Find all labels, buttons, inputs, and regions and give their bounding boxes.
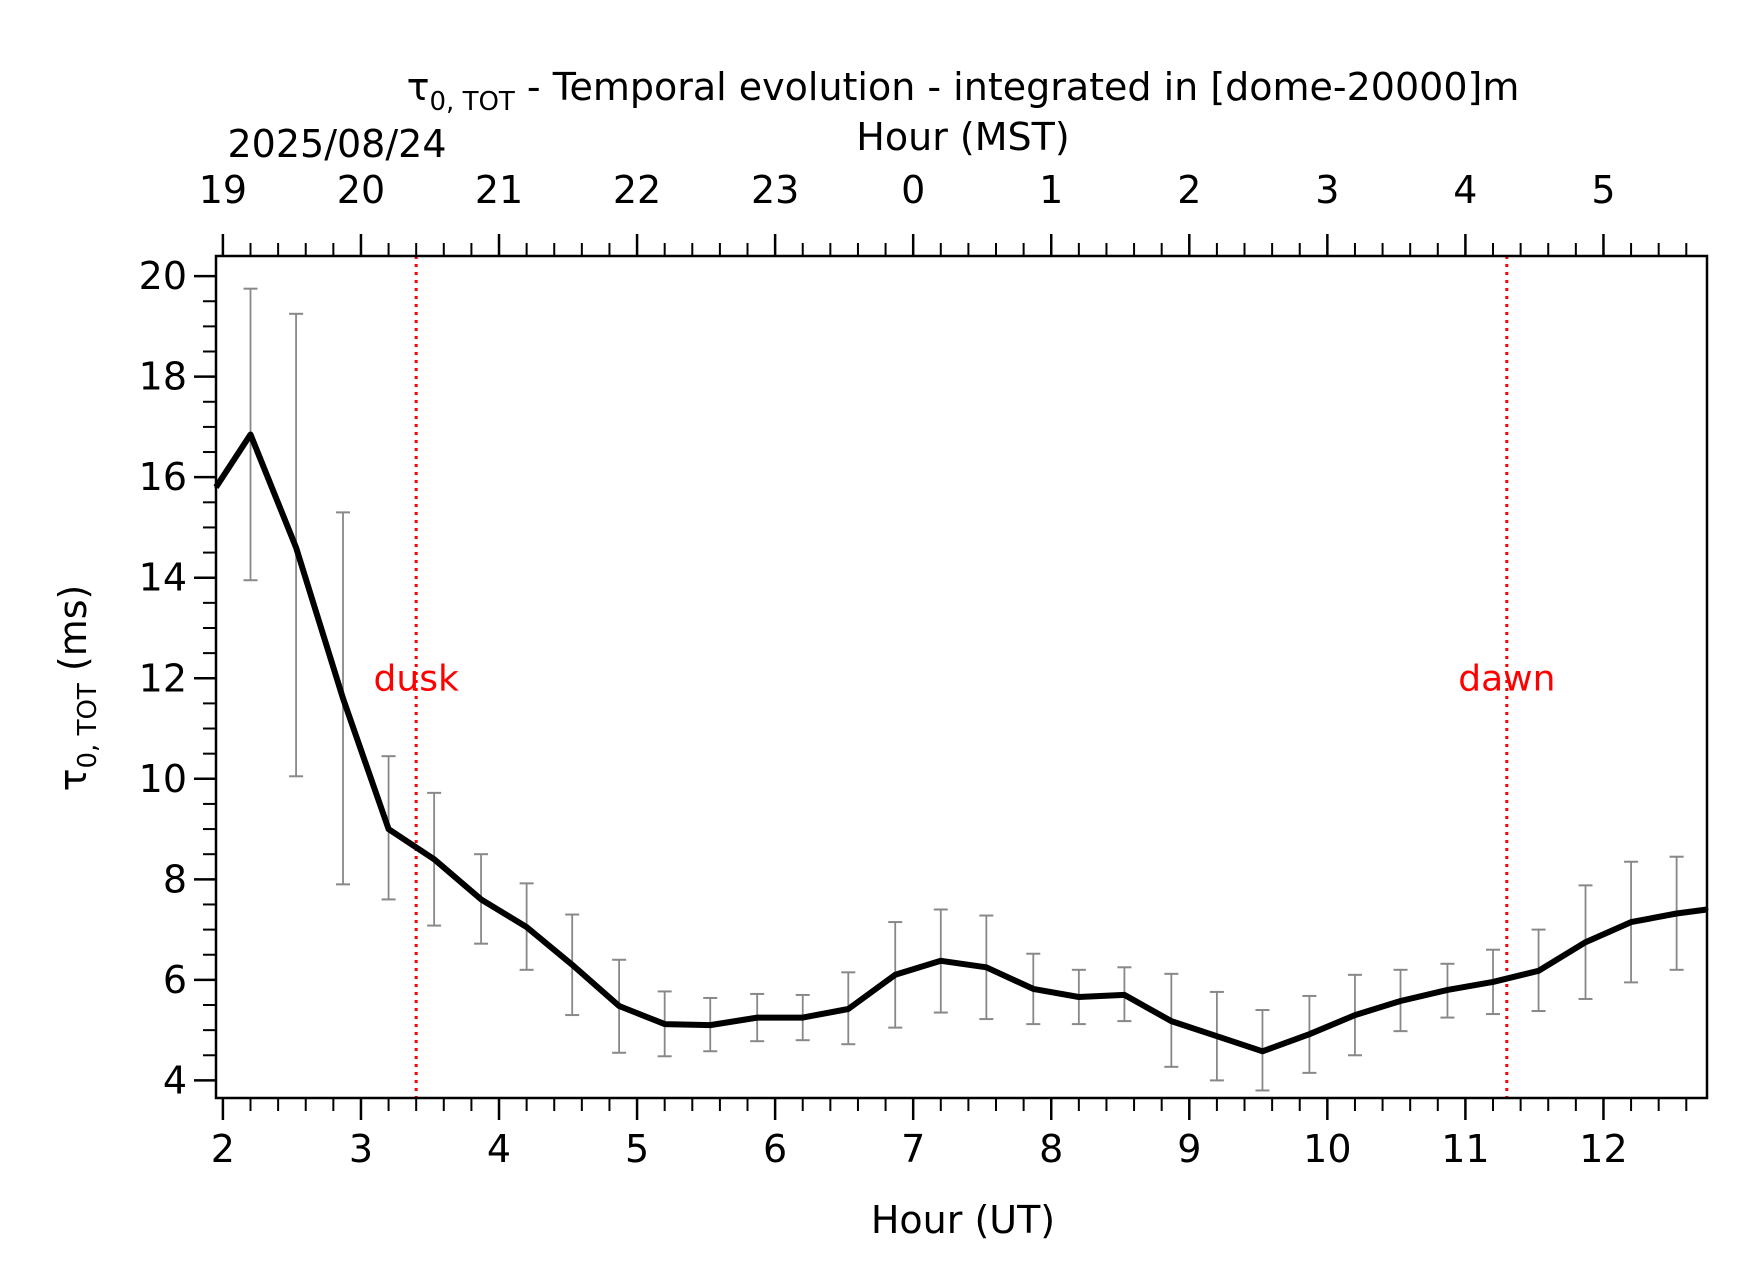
x-tick-label: 2: [211, 1127, 235, 1171]
x-top-tick-label: 4: [1453, 168, 1477, 212]
chart-title: τ0, TOT - Temporal evolution - integrate…: [407, 65, 1520, 117]
data-point: [846, 1007, 850, 1011]
x-top-tick-label: 2: [1177, 168, 1201, 212]
y-tick-label: 10: [139, 757, 187, 801]
data-point: [1491, 980, 1495, 984]
x-top-tick-label: 20: [337, 168, 385, 212]
data-point: [432, 857, 436, 861]
x-top-tick-label: 22: [613, 168, 661, 212]
data-point: [1353, 1013, 1357, 1017]
title-subscript: 0, TOT: [430, 87, 515, 117]
x-top-tick-label: 1: [1039, 168, 1063, 212]
y-tick-label: 8: [163, 857, 187, 901]
data-point: [1675, 912, 1679, 916]
x-tick-label: 12: [1579, 1127, 1627, 1171]
data-point: [617, 1004, 621, 1008]
data-point: [387, 827, 391, 831]
x-axis-label: Hour (UT): [871, 1198, 1055, 1242]
x-tick-label: 11: [1441, 1127, 1489, 1171]
data-point: [341, 696, 345, 700]
data-point: [1169, 1019, 1173, 1023]
data-point: [708, 1023, 712, 1027]
x-tick-label: 3: [349, 1127, 373, 1171]
x-top-tick-label: 19: [199, 168, 247, 212]
y-tick-label: 6: [163, 958, 187, 1002]
x-top-tick-label: 23: [751, 168, 799, 212]
x-tick-label: 8: [1039, 1127, 1063, 1171]
series-group: [213, 431, 1709, 1055]
data-point: [663, 1022, 667, 1026]
title-tau: τ: [407, 65, 430, 109]
y-tick-label: 18: [139, 355, 187, 399]
ylabel-rest: (ms): [51, 585, 95, 684]
data-point: [1031, 987, 1035, 991]
x-top-tick-label: 3: [1315, 168, 1339, 212]
data-point: [1215, 1034, 1219, 1038]
x-tick-label: 7: [901, 1127, 925, 1171]
x-axis-top-label: Hour (MST): [856, 115, 1069, 159]
dusk-label: dusk: [374, 658, 459, 699]
x-tick-label: 4: [487, 1127, 511, 1171]
data-point: [1077, 995, 1081, 999]
plot-frame: [214, 254, 1709, 1100]
x-top-tick-label: 0: [901, 168, 925, 212]
data-point: [525, 925, 529, 929]
data-point: [1260, 1049, 1264, 1053]
x-top-tick-label: 21: [475, 168, 523, 212]
ylabel-tau: τ: [51, 768, 95, 791]
y-tick-label: 16: [139, 455, 187, 499]
ylabel-subscript: 0, TOT: [73, 683, 103, 768]
data-point: [984, 965, 988, 969]
y-axis-label: τ0, TOT (ms): [51, 585, 103, 792]
data-point: [1307, 1032, 1311, 1036]
x-top-tick-label: 5: [1591, 168, 1615, 212]
data-point: [570, 963, 574, 967]
data-point: [893, 973, 897, 977]
y-tick-label: 14: [139, 556, 187, 600]
data-point: [479, 897, 483, 901]
data-point: [1122, 993, 1126, 997]
x-tick-label: 9: [1177, 1127, 1201, 1171]
y-tick-label: 12: [139, 656, 187, 700]
data-point: [249, 432, 253, 436]
data-point: [1584, 940, 1588, 944]
dawn-label: dawn: [1458, 658, 1555, 699]
data-point: [1537, 969, 1541, 973]
y-tick-label: 4: [163, 1058, 187, 1102]
title-rest: - Temporal evolution - integrated in [do…: [515, 65, 1520, 109]
x-tick-label: 5: [625, 1127, 649, 1171]
data-point: [1629, 920, 1633, 924]
y-tick-label: 20: [139, 254, 187, 298]
data-point: [801, 1016, 805, 1020]
series-line: [213, 431, 1708, 1055]
x-tick-label: 10: [1303, 1127, 1351, 1171]
data-point: [294, 546, 298, 550]
data-point: [1399, 999, 1403, 1003]
data-point: [939, 959, 943, 963]
date-label: 2025/08/24: [227, 122, 446, 166]
annotations: dusk dawn: [374, 256, 1555, 1098]
axis-ticks: [194, 234, 1688, 1120]
data-point: [755, 1016, 759, 1020]
data-point: [1445, 988, 1449, 992]
x-tick-label: 6: [763, 1127, 787, 1171]
